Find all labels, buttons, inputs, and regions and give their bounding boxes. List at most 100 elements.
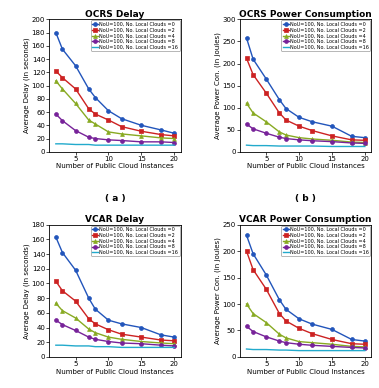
NoU=100, No. Local Clouds =2: [106, 118, 111, 122]
NoU=100, No. Local Clouds =8: [277, 339, 282, 343]
Line: NoU=100, No. Local Clouds =2: NoU=100, No. Local Clouds =2: [244, 249, 367, 346]
NoU=100, No. Local Clouds =4: [86, 327, 91, 331]
Line: NoU=100, No. Local Clouds =16: NoU=100, No. Local Clouds =16: [56, 144, 174, 145]
NoU=100, No. Local Clouds =16: [277, 144, 282, 148]
NoU=100, No. Local Clouds =2: [349, 341, 354, 346]
NoU=100, No. Local Clouds =2: [60, 75, 65, 80]
NoU=100, No. Local Clouds =0: [159, 333, 163, 337]
NoU=100, No. Local Clouds =8: [283, 136, 288, 141]
NoU=100, No. Local Clouds =2: [139, 129, 144, 133]
NoU=100, No. Local Clouds =0: [297, 317, 301, 321]
NoU=100, No. Local Clouds =4: [139, 133, 144, 138]
NoU=100, No. Local Clouds =8: [363, 346, 367, 350]
NoU=100, No. Local Clouds =0: [172, 335, 177, 340]
NoU=100, No. Local Clouds =16: [106, 344, 111, 349]
NoU=100, No. Local Clouds =4: [106, 130, 111, 134]
NoU=100, No. Local Clouds =4: [60, 308, 65, 313]
NoU=100, No. Local Clouds =8: [251, 329, 255, 334]
NoU=100, No. Local Clouds =4: [244, 302, 249, 307]
Y-axis label: Average Delay (in seconds): Average Delay (in seconds): [24, 243, 30, 339]
NoU=100, No. Local Clouds =4: [349, 344, 354, 349]
NoU=100, No. Local Clouds =8: [86, 135, 91, 140]
NoU=100, No. Local Clouds =4: [264, 120, 268, 124]
NoU=100, No. Local Clouds =16: [53, 142, 58, 146]
NoU=100, No. Local Clouds =8: [363, 141, 367, 146]
NoU=100, No. Local Clouds =16: [244, 143, 249, 147]
NoU=100, No. Local Clouds =8: [172, 140, 177, 145]
NoU=100, No. Local Clouds =2: [159, 132, 163, 137]
NoU=100, No. Local Clouds =4: [330, 138, 334, 143]
NoU=100, No. Local Clouds =8: [264, 334, 268, 339]
NoU=100, No. Local Clouds =0: [53, 30, 58, 35]
NoU=100, No. Local Clouds =2: [310, 331, 315, 336]
Line: NoU=100, No. Local Clouds =4: NoU=100, No. Local Clouds =4: [244, 302, 367, 349]
NoU=100, No. Local Clouds =8: [330, 139, 334, 144]
NoU=100, No. Local Clouds =0: [349, 134, 354, 139]
NoU=100, No. Local Clouds =4: [139, 339, 144, 344]
NoU=100, No. Local Clouds =8: [310, 343, 315, 348]
NoU=100, No. Local Clouds =0: [330, 124, 334, 128]
Line: NoU=100, No. Local Clouds =8: NoU=100, No. Local Clouds =8: [244, 324, 367, 350]
NoU=100, No. Local Clouds =4: [119, 132, 124, 136]
Line: NoU=100, No. Local Clouds =16: NoU=100, No. Local Clouds =16: [56, 345, 174, 347]
NoU=100, No. Local Clouds =0: [106, 318, 111, 322]
NoU=100, No. Local Clouds =2: [119, 124, 124, 129]
Y-axis label: Average Delay (in seconds): Average Delay (in seconds): [24, 38, 30, 133]
NoU=100, No. Local Clouds =8: [297, 342, 301, 346]
NoU=100, No. Local Clouds =0: [73, 63, 78, 68]
NoU=100, No. Local Clouds =16: [349, 144, 354, 149]
NoU=100, No. Local Clouds =16: [363, 144, 367, 149]
NoU=100, No. Local Clouds =0: [310, 120, 315, 124]
Legend: NoU=100, No. Local Clouds =0, NoU=100, No. Local Clouds =2, NoU=100, No. Local C: NoU=100, No. Local Clouds =0, NoU=100, N…: [91, 21, 180, 51]
NoU=100, No. Local Clouds =2: [349, 137, 354, 142]
NoU=100, No. Local Clouds =16: [86, 344, 91, 348]
NoU=100, No. Local Clouds =16: [297, 348, 301, 353]
NoU=100, No. Local Clouds =2: [277, 111, 282, 115]
Line: NoU=100, No. Local Clouds =4: NoU=100, No. Local Clouds =4: [244, 101, 367, 144]
NoU=100, No. Local Clouds =8: [60, 322, 65, 327]
NoU=100, No. Local Clouds =8: [53, 318, 58, 322]
NoU=100, No. Local Clouds =16: [159, 345, 163, 350]
NoU=100, No. Local Clouds =0: [283, 106, 288, 111]
NoU=100, No. Local Clouds =8: [159, 343, 163, 348]
NoU=100, No. Local Clouds =2: [297, 124, 301, 128]
NoU=100, No. Local Clouds =8: [73, 328, 78, 333]
NoU=100, No. Local Clouds =2: [283, 319, 288, 323]
NoU=100, No. Local Clouds =8: [53, 112, 58, 116]
NoU=100, No. Local Clouds =4: [251, 311, 255, 316]
NoU=100, No. Local Clouds =0: [139, 325, 144, 330]
NoU=100, No. Local Clouds =4: [60, 87, 65, 91]
NoU=100, No. Local Clouds =16: [349, 348, 354, 353]
NoU=100, No. Local Clouds =16: [119, 345, 124, 350]
NoU=100, No. Local Clouds =4: [73, 101, 78, 106]
NoU=100, No. Local Clouds =4: [363, 140, 367, 145]
NoU=100, No. Local Clouds =0: [277, 298, 282, 302]
NoU=100, No. Local Clouds =2: [53, 279, 58, 284]
NoU=100, No. Local Clouds =2: [251, 72, 255, 77]
NoU=100, No. Local Clouds =4: [93, 330, 97, 335]
Title: OCRS Delay: OCRS Delay: [85, 10, 145, 19]
NoU=100, No. Local Clouds =4: [251, 111, 255, 115]
Title: OCRS Power Consumption: OCRS Power Consumption: [239, 10, 372, 19]
NoU=100, No. Local Clouds =4: [172, 136, 177, 141]
NoU=100, No. Local Clouds =16: [53, 343, 58, 348]
Line: NoU=100, No. Local Clouds =2: NoU=100, No. Local Clouds =2: [54, 69, 176, 138]
X-axis label: Number of Public Cloud Instances: Number of Public Cloud Instances: [56, 369, 174, 374]
NoU=100, No. Local Clouds =0: [139, 123, 144, 128]
NoU=100, No. Local Clouds =0: [93, 95, 97, 100]
NoU=100, No. Local Clouds =8: [244, 324, 249, 329]
Line: NoU=100, No. Local Clouds =2: NoU=100, No. Local Clouds =2: [244, 56, 367, 142]
NoU=100, No. Local Clouds =8: [93, 337, 97, 342]
NoU=100, No. Local Clouds =2: [93, 322, 97, 326]
NoU=100, No. Local Clouds =0: [264, 272, 268, 277]
Line: NoU=100, No. Local Clouds =16: NoU=100, No. Local Clouds =16: [246, 349, 365, 351]
NoU=100, No. Local Clouds =8: [349, 345, 354, 350]
NoU=100, No. Local Clouds =8: [86, 335, 91, 340]
NoU=100, No. Local Clouds =2: [172, 338, 177, 343]
NoU=100, No. Local Clouds =0: [264, 77, 268, 81]
NoU=100, No. Local Clouds =0: [60, 250, 65, 255]
NoU=100, No. Local Clouds =2: [330, 337, 334, 342]
NoU=100, No. Local Clouds =4: [93, 122, 97, 126]
NoU=100, No. Local Clouds =0: [159, 128, 163, 132]
Text: ( b ): ( b ): [295, 194, 316, 203]
